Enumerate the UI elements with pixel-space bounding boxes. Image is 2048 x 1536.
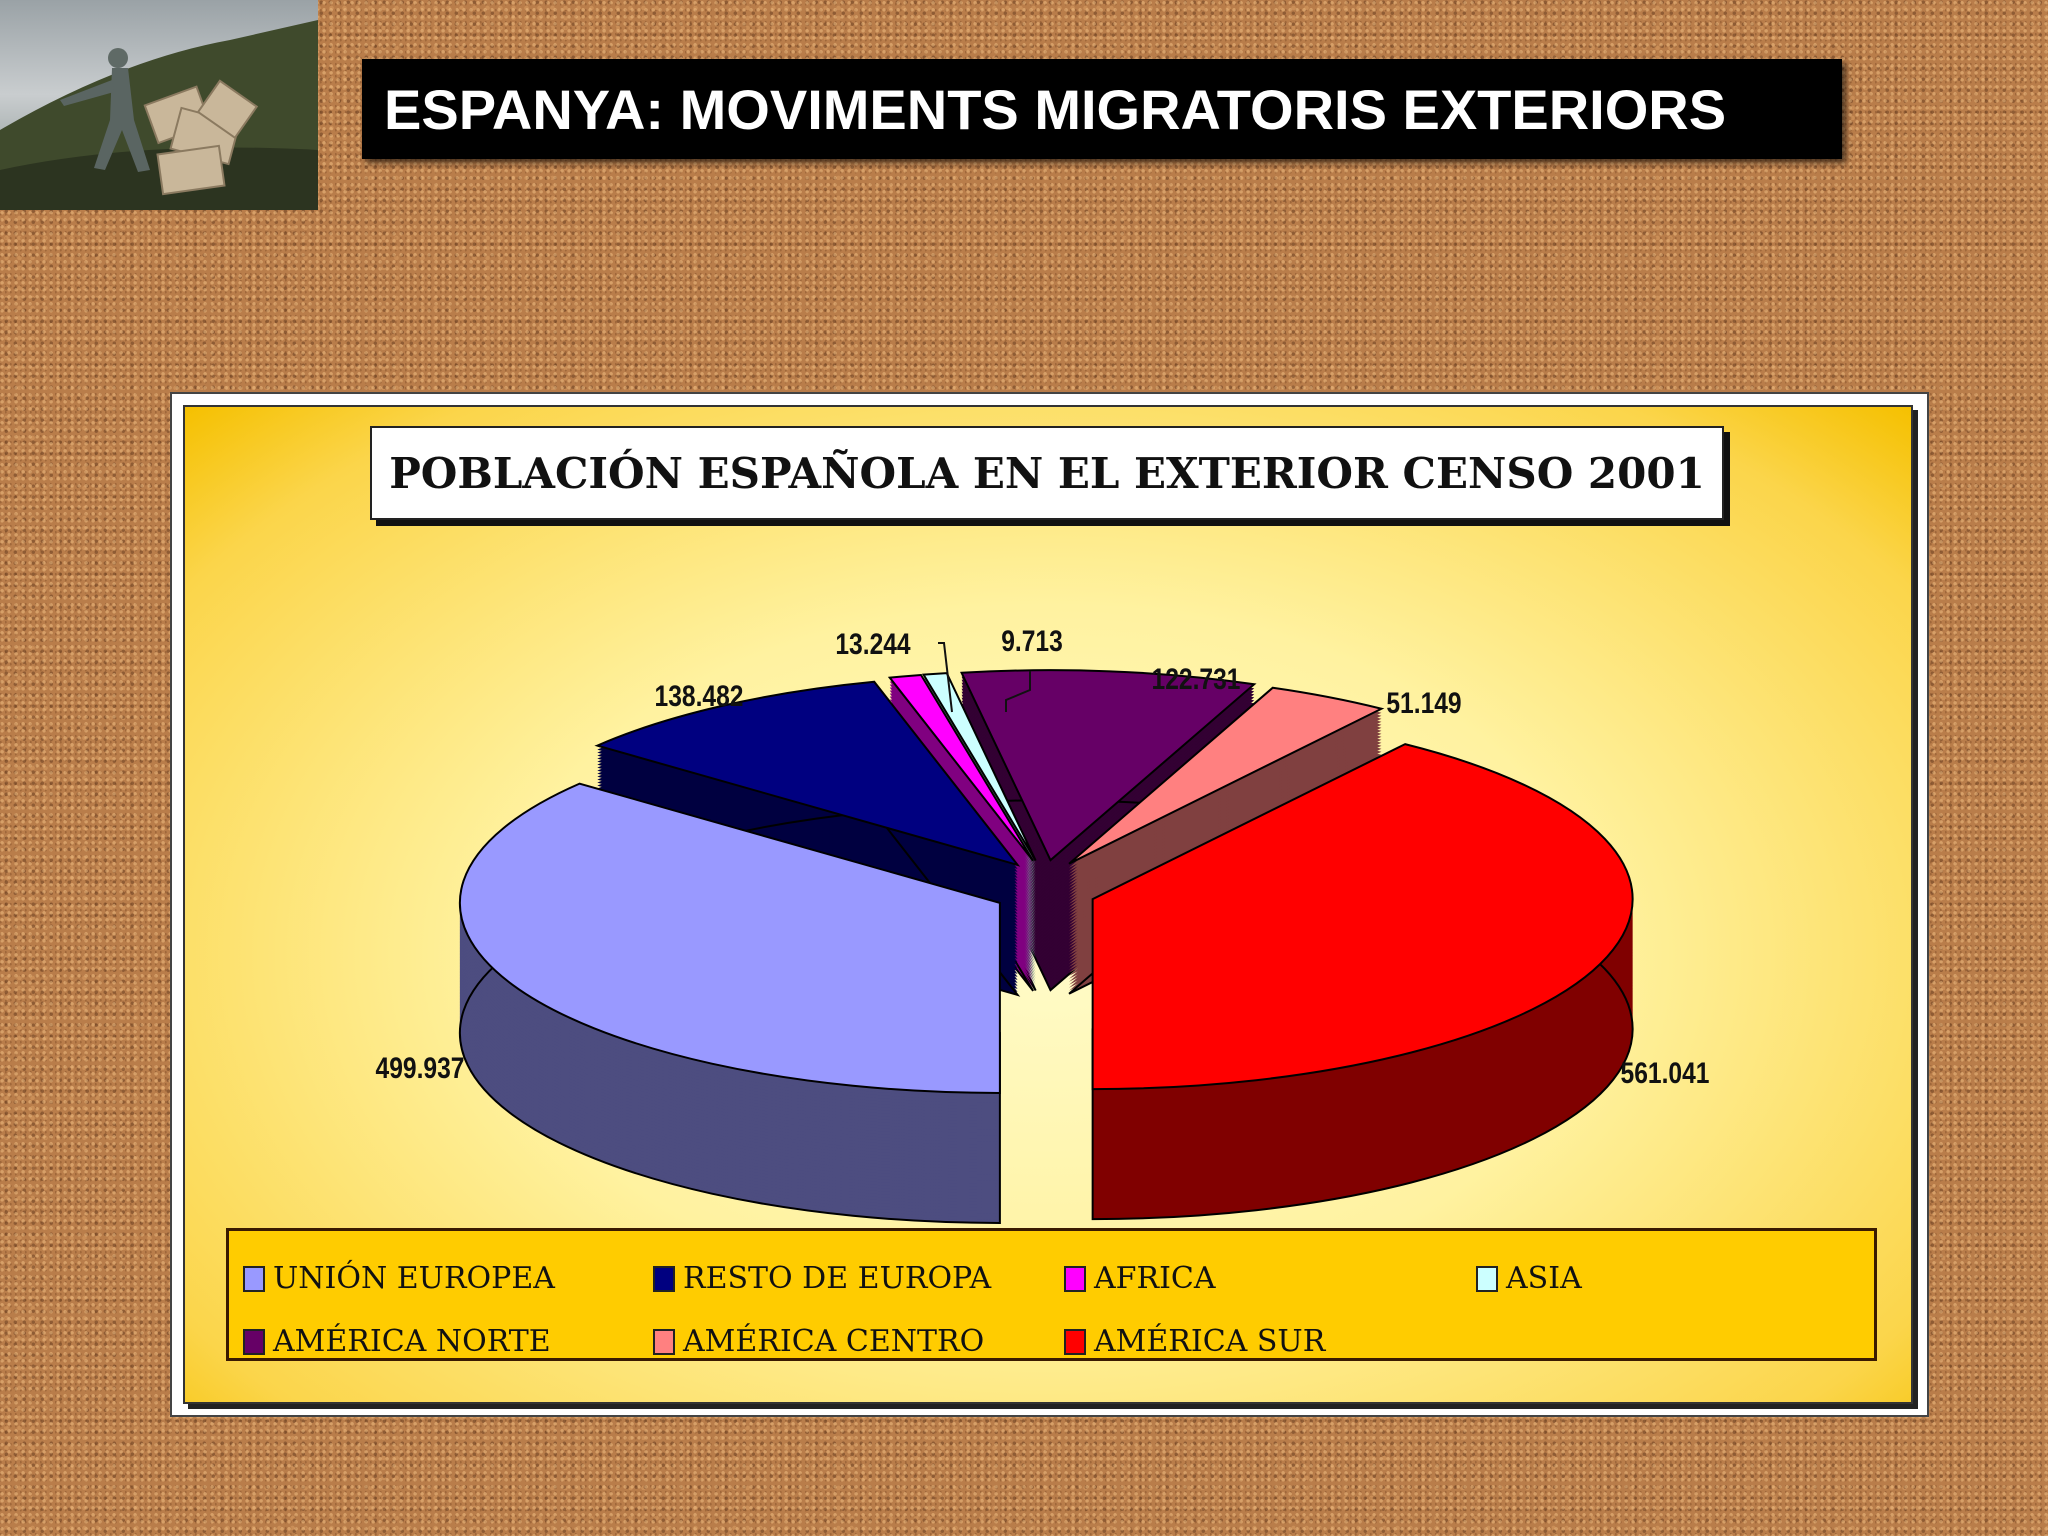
pie-slice-uni-n-europea (458, 782, 1001, 1224)
legend-label: AFRICA (1094, 1261, 1216, 1296)
data-label: 138.482 (654, 680, 744, 713)
legend-swatch (243, 1328, 265, 1355)
legend-item: AMÉRICA SUR (1064, 1324, 1325, 1359)
legend-swatch (1064, 1265, 1086, 1292)
pie-slice-am-rica-sur (1091, 743, 1634, 1221)
legend-item: RESTO DE EUROPA (653, 1261, 991, 1296)
pie-slice-top (887, 673, 1035, 862)
pie-slice-side (889, 693, 1034, 880)
legend-swatch (653, 1328, 675, 1355)
legend-label: UNIÓN EUROPEA (273, 1261, 555, 1296)
legend-swatch (243, 1265, 265, 1292)
pie-slice-side (889, 690, 1034, 877)
legend-item: UNIÓN EUROPEA (243, 1261, 555, 1296)
pie-slice-side (889, 696, 1034, 883)
legend-item: AMÉRICA CENTRO (653, 1324, 984, 1359)
legend-swatch (653, 1265, 675, 1292)
data-label: 122.731 (1151, 663, 1241, 696)
legend-label: AMÉRICA CENTRO (683, 1324, 985, 1359)
legend-item: AMÉRICA NORTE (243, 1324, 551, 1359)
pie-slice-top (1091, 743, 1634, 1091)
slide-title: ESPANYA: MOVIMENTS MIGRATORIS EXTERIORS (384, 78, 1727, 141)
chart-legend: UNIÓN EUROPEA RESTO DE EUROPA AFRICA ASIA AM… (226, 1228, 1877, 1361)
data-label: 499.937 (375, 1052, 465, 1085)
legend-item: AFRICA (1064, 1261, 1216, 1296)
data-label: 9.713 (1001, 625, 1063, 658)
pie-slice-side (889, 684, 1034, 871)
pie-slice-top (960, 669, 1257, 862)
pie-slice-side (889, 687, 1034, 874)
data-label: 561.041 (1620, 1057, 1710, 1090)
statue-photo-graphic (0, 20, 318, 210)
pie-slice-top (1068, 686, 1385, 865)
data-label: 51.149 (1386, 687, 1462, 720)
legend-label: ASIA (1506, 1261, 1582, 1296)
pie-slice-side (889, 678, 1034, 865)
data-label: 13.244 (835, 628, 911, 661)
pie-slice-top (594, 680, 1021, 867)
legend-swatch (1064, 1328, 1086, 1355)
legend-label: AMÉRICA NORTE (273, 1324, 551, 1359)
legend-swatch (1476, 1265, 1498, 1292)
pie-slice-side (889, 681, 1034, 868)
pie-slice-top (458, 782, 1001, 1094)
legend-item: ASIA (1476, 1261, 1582, 1296)
statue-photo (0, 0, 318, 210)
slide-title-bar: ESPANYA: MOVIMENTS MIGRATORIS EXTERIORS (362, 59, 1842, 159)
leader-line (938, 642, 953, 713)
leader-line (1005, 671, 1031, 712)
chart-title: POBLACIÓN ESPAÑOLA EN EL EXTERIOR CENSO … (370, 426, 1724, 520)
legend-label: RESTO DE EUROPA (683, 1261, 992, 1296)
legend-label: AMÉRICA SUR (1094, 1324, 1326, 1359)
